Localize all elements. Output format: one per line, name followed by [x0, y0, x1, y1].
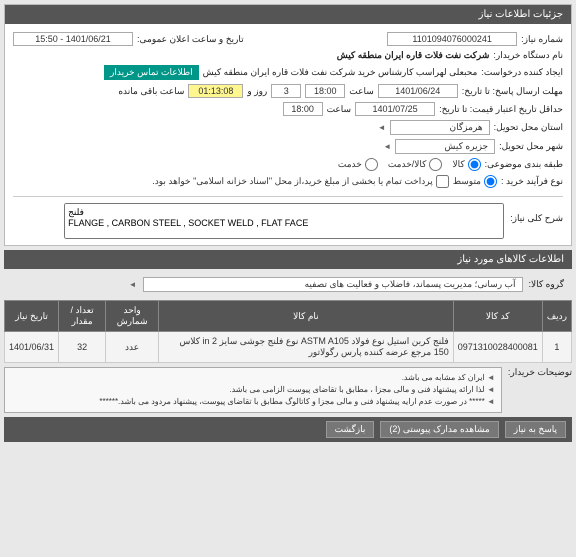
cat-goods-radio[interactable]: کالا — [452, 158, 480, 171]
buyer-org-value: شرکت نفت فلات قاره ایران منطقه کیش — [337, 50, 490, 61]
panel-body: شماره نیاز: 1101094076000241 تاریخ و ساع… — [5, 24, 571, 245]
row-creator: ایجاد کننده درخواست: محبعلی لهراسب کارشن… — [13, 63, 563, 82]
credit-label: حداقل تاریخ اعتبار قیمت: تا تاریخ: — [439, 104, 563, 115]
announce-label: تاریخ و ساعت اعلان عمومی: — [137, 34, 244, 45]
row-credit: حداقل تاریخ اعتبار قیمت: تا تاریخ: 1401/… — [13, 100, 563, 118]
chevron-icon: ◄ — [378, 123, 386, 132]
buyer-org-label: نام دستگاه خریدار: — [493, 50, 563, 61]
th-date: تاریخ نیاز — [5, 301, 59, 332]
chevron-icon: ◄ — [383, 142, 391, 151]
creator-label: ایجاد کننده درخواست: — [481, 67, 563, 78]
buyer-notes-row: توضیحات خریدار: ◄ ایران کد مشابه می باشد… — [4, 367, 572, 413]
day-and-label: روز و — [247, 86, 267, 97]
table-header-row: ردیف کد کالا نام کالا واحد شمارش تعداد /… — [5, 301, 572, 332]
purchase-type-label: نوع فرآیند خرید : — [501, 176, 563, 187]
days-remain: 3 — [271, 84, 301, 98]
city-label: شهر محل تحویل: — [499, 141, 563, 152]
chevron-icon: ◄ — [129, 280, 137, 289]
credit-time: 18:00 — [283, 102, 323, 116]
goods-table: ردیف کد کالا نام کالا واحد شمارش تعداد /… — [4, 300, 572, 363]
cat-other-radio[interactable]: خدمت — [338, 158, 378, 171]
th-code: کد کالا — [453, 301, 542, 332]
row-need-number: شماره نیاز: 1101094076000241 تاریخ و ساع… — [13, 30, 563, 48]
footer-bar: پاسخ به نیاز مشاهده مدارک پیوستی (2) باز… — [4, 417, 572, 442]
td-row: 1 — [542, 332, 571, 363]
td-name: فلنج کربن استیل نوع فولاد ASTM A105 نوع … — [159, 332, 454, 363]
category-label: طبقه بندی موضوعی: — [485, 159, 563, 170]
th-qty: تعداد / مقدار — [59, 301, 106, 332]
note-1: ایران کد مشابه می باشد. — [402, 373, 485, 382]
panel-title: جزئیات اطلاعات نیاز — [5, 5, 571, 24]
td-date: 1401/06/31 — [5, 332, 59, 363]
row-purchase-type: نوع فرآیند خرید : متوسط پرداخت تمام یا ب… — [13, 173, 563, 190]
th-name: نام کالا — [159, 301, 454, 332]
remain-suffix: ساعت باقی مانده — [118, 86, 184, 97]
time-label-2: ساعت — [327, 104, 352, 115]
city-value: جزیره کیش — [395, 139, 495, 154]
note-2: لذا ارائه پیشنهاد فنی و مالی مجزا ، مطاب… — [229, 385, 484, 394]
th-row: ردیف — [542, 301, 571, 332]
attachments-button[interactable]: مشاهده مدارک پیوستی (2) — [380, 421, 498, 438]
back-button[interactable]: بازگشت — [326, 421, 375, 438]
note-3: ***** در صورت عدم ارایه پیشنهاد فنی و ما… — [99, 397, 484, 406]
buyer-notes-box: ◄ ایران کد مشابه می باشد. ◄ لذا ارائه پی… — [4, 367, 502, 413]
td-qty: 32 — [59, 332, 106, 363]
contact-buyer-button[interactable]: اطلاعات تماس خریدار — [104, 65, 199, 80]
goods-group-row: گروه کالا: آب رسانی؛ مدیریت پسماند، فاضل… — [4, 273, 572, 296]
goods-section-header: اطلاعات کالاهای مورد نیاز — [4, 250, 572, 269]
details-panel: جزئیات اطلاعات نیاز شماره نیاز: 11010940… — [4, 4, 572, 246]
td-code: 0971310028400081 — [453, 332, 542, 363]
desc-textarea[interactable] — [64, 203, 504, 239]
deadline-date: 1401/06/24 — [378, 84, 458, 98]
state-value: هرمزگان — [390, 120, 490, 135]
cat-service-radio[interactable]: کالا/خدمت — [388, 158, 443, 171]
row-state: استان محل تحویل: هرمزگان ◄ — [13, 118, 563, 137]
deadline-time: 18:00 — [305, 84, 345, 98]
goods-group-label: گروه کالا: — [529, 279, 564, 290]
pt-mid-radio[interactable]: متوسط — [453, 175, 497, 188]
state-label: استان محل تحویل: — [494, 122, 563, 133]
th-unit: واحد شمارش — [106, 301, 159, 332]
creator-value: محبعلی لهراسب کارشناس خرید شرکت نفت فلات… — [203, 67, 478, 78]
td-unit: عدد — [106, 332, 159, 363]
credit-date: 1401/07/25 — [355, 102, 435, 116]
time-label-1: ساعت — [349, 86, 374, 97]
announce-value: 1401/06/21 - 15:50 — [13, 32, 133, 46]
time-remain: 01:13:08 — [188, 84, 243, 98]
pt-note-check[interactable]: پرداخت تمام یا بخشی از مبلغ خرید،از محل … — [13, 175, 449, 188]
description-area: شرح کلی نیاز: — [13, 196, 563, 239]
row-buyer-org: نام دستگاه خریدار: شرکت نفت فلات قاره ای… — [13, 48, 563, 63]
deadline-label: مهلت ارسال پاسخ: تا تاریخ: — [462, 86, 563, 97]
row-deadline: مهلت ارسال پاسخ: تا تاریخ: 1401/06/24 سا… — [13, 82, 563, 100]
table-row[interactable]: 1 0971310028400081 فلنج کربن استیل نوع ف… — [5, 332, 572, 363]
row-category: طبقه بندی موضوعی: کالا کالا/خدمت خدمت — [13, 156, 563, 173]
reply-button[interactable]: پاسخ به نیاز — [505, 421, 566, 438]
need-number-label: شماره نیاز: — [521, 34, 563, 45]
buyer-notes-label: توضیحات خریدار: — [508, 367, 572, 378]
row-city: شهر محل تحویل: جزیره کیش ◄ — [13, 137, 563, 156]
need-number-value: 1101094076000241 — [387, 32, 517, 46]
goods-group-value: آب رسانی؛ مدیریت پسماند، فاضلاب و فعالیت… — [143, 277, 523, 292]
desc-label: شرح کلی نیاز: — [510, 203, 563, 224]
category-radio-group: کالا کالا/خدمت خدمت — [338, 158, 481, 171]
